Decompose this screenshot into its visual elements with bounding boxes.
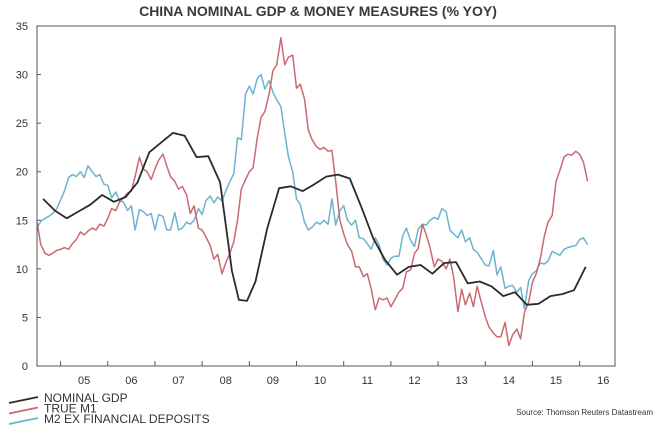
x-tick-label: 15 <box>550 375 562 387</box>
y-tick-label: 15 <box>16 215 28 227</box>
series-line-m2-ex-financial-deposits <box>36 73 589 310</box>
x-tick-label: 05 <box>78 375 90 387</box>
x-tick-label: 07 <box>172 375 184 387</box>
x-tick-label: 16 <box>597 375 609 387</box>
y-tick-label: 20 <box>16 167 28 179</box>
y-tick-label: 5 <box>22 312 28 324</box>
y-tick-label: 30 <box>16 70 28 82</box>
legend-label: NOMINAL GDP <box>44 391 128 405</box>
series-layer <box>36 36 589 347</box>
legend-label: M2 EX FINANCIAL DEPOSITS <box>44 412 210 426</box>
y-tick-label: 35 <box>16 21 28 33</box>
x-tick-label: 11 <box>362 375 373 387</box>
x-tick-label: 14 <box>503 375 515 387</box>
legend-swatch <box>8 417 39 425</box>
plot-frame <box>36 25 616 367</box>
legend-swatch <box>8 406 39 415</box>
x-tick-label: 12 <box>408 375 420 387</box>
y-tick-label: 25 <box>16 118 28 130</box>
x-axis: 05 06 07 08 09 10 11 12 13 14 15 16 <box>60 361 609 387</box>
x-tick-label: 08 <box>220 375 232 387</box>
legend-label: TRUE M1 <box>44 402 97 416</box>
chart-title: CHINA NOMINAL GDP & MONEY MEASURES (% YO… <box>139 3 497 19</box>
x-tick-label: 13 <box>456 375 468 387</box>
x-tick-label: 10 <box>314 375 326 387</box>
x-tick-label: 09 <box>267 375 279 387</box>
series-line-nominal-gdp <box>42 132 587 306</box>
y-axis: 0 5 10 15 20 25 30 35 <box>16 21 41 373</box>
x-tick-label: 06 <box>125 375 137 387</box>
series-line-true-m1 <box>36 36 589 347</box>
y-tick-label: 10 <box>16 264 28 276</box>
y-tick-label: 0 <box>22 361 28 373</box>
source-note: Source: Thomson Reuters Datastream <box>516 408 653 417</box>
legend-swatch <box>8 396 39 404</box>
